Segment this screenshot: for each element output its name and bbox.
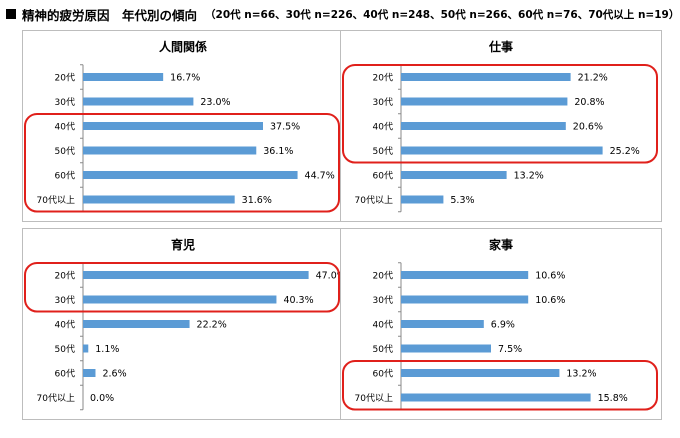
bar-chart-childcare: 20代 47.0% 30代 40.3% 40代 22.2% 50代 1.1% 60代 2.6% 70… [24, 262, 343, 411]
bar [83, 295, 277, 304]
bar [83, 369, 96, 377]
highlight-box [342, 64, 658, 164]
category-label: 60代 [373, 171, 393, 182]
data-label: 20.8% [574, 97, 604, 108]
category-label: 60代 [55, 369, 75, 380]
chart-title: 人間関係 [158, 40, 207, 54]
highlight-box [24, 262, 340, 313]
bar [83, 195, 235, 204]
data-label: 5.3% [450, 195, 474, 206]
chart-title: 仕事 [488, 40, 513, 54]
data-label: 6.9% [491, 320, 515, 331]
data-label: 10.6% [535, 271, 565, 282]
page-title: 精神的疲労原因 年代別の傾向 [22, 7, 198, 23]
data-label: 13.2% [514, 171, 544, 182]
data-label: 37.5% [270, 122, 300, 133]
category-label: 70代以上 [37, 195, 75, 206]
bar [83, 344, 89, 353]
chart-panel-childcare: 育児 20代 47.0% 30代 40.3% 40代 22.2% 50代 1.1% 60代 2.6… [22, 228, 344, 420]
page-subtitle: （20代 n=66、30代 n=226、40代 n=248、50代 n=266、… [205, 8, 680, 21]
category-label: 50代 [373, 146, 393, 157]
bar [401, 97, 568, 106]
category-label: 30代 [55, 295, 75, 306]
bar [401, 146, 603, 155]
bar [83, 320, 190, 328]
bar [401, 171, 507, 179]
data-label: 31.6% [242, 195, 272, 206]
chart-title: 育児 [170, 238, 195, 252]
data-label: 25.2% [610, 146, 640, 157]
category-label: 70代以上 [355, 195, 393, 206]
bar [401, 122, 566, 130]
bar [401, 295, 529, 304]
category-label: 20代 [373, 73, 393, 84]
category-label: 30代 [373, 295, 393, 306]
bar [83, 271, 309, 279]
bar-chart-relationships: 20代 16.7% 30代 23.0% 40代 37.5% 50代 36.1% 60代 44.7%… [24, 64, 340, 213]
data-label: 16.7% [170, 73, 200, 84]
category-label: 40代 [55, 320, 75, 331]
bar [83, 171, 298, 179]
data-label: 22.2% [197, 320, 227, 331]
category-label: 40代 [373, 320, 393, 331]
data-label: 21.2% [578, 73, 608, 84]
bar [401, 344, 491, 353]
data-label: 20.6% [573, 122, 603, 133]
category-label: 30代 [373, 97, 393, 108]
highlight-box [342, 360, 658, 411]
category-label: 60代 [373, 369, 393, 380]
square-bullet-icon [6, 9, 16, 19]
category-label: 20代 [55, 271, 75, 282]
bar [401, 195, 444, 204]
page-header: 精神的疲労原因 年代別の傾向 （20代 n=66、30代 n=226、40代 n… [6, 4, 679, 24]
data-label: 15.8% [598, 393, 628, 404]
bar [401, 393, 591, 402]
data-label: 1.1% [95, 344, 119, 355]
data-label: 47.0% [316, 271, 343, 282]
category-label: 30代 [55, 97, 75, 108]
chart-title: 家事 [488, 238, 513, 252]
chart-panel-housework: 家事 20代 10.6% 30代 10.6% 40代 6.9% 50代 7.5% 60代 13.2… [340, 228, 662, 420]
category-label: 40代 [373, 122, 393, 133]
category-label: 20代 [55, 73, 75, 84]
data-label: 13.2% [566, 369, 596, 380]
bar [401, 73, 571, 81]
chart-panel-work: 仕事 20代 21.2% 30代 20.8% 40代 20.6% 50代 25.2% 60代 13… [340, 30, 662, 222]
chart-panel-relationships: 人間関係 20代 16.7% 30代 23.0% 40代 37.5% 50代 36.1% 60代… [22, 30, 344, 222]
bar-chart-work: 20代 21.2% 30代 20.8% 40代 20.6% 50代 25.2% 60代 13.2%… [342, 64, 658, 213]
data-label: 36.1% [263, 146, 293, 157]
data-label: 40.3% [283, 295, 313, 306]
category-label: 60代 [55, 171, 75, 182]
data-label: 0.0% [90, 393, 114, 404]
category-label: 40代 [55, 122, 75, 133]
bar [83, 97, 194, 106]
data-label: 10.6% [535, 295, 565, 306]
bar [83, 146, 257, 155]
bar-chart-housework: 20代 10.6% 30代 10.6% 40代 6.9% 50代 7.5% 60代 13.2% 70… [342, 262, 658, 411]
category-label: 20代 [373, 271, 393, 282]
data-label: 44.7% [305, 171, 335, 182]
category-label: 50代 [373, 344, 393, 355]
category-label: 70代以上 [355, 393, 393, 404]
category-label: 50代 [55, 344, 75, 355]
bar [401, 369, 560, 377]
data-label: 23.0% [200, 97, 230, 108]
bar [83, 73, 164, 81]
highlight-box [24, 113, 340, 213]
category-label: 70代以上 [37, 393, 75, 404]
category-label: 50代 [55, 146, 75, 157]
bar [401, 271, 529, 279]
bar [401, 320, 484, 328]
bar [83, 122, 263, 130]
data-label: 2.6% [102, 369, 126, 380]
data-label: 7.5% [498, 344, 522, 355]
